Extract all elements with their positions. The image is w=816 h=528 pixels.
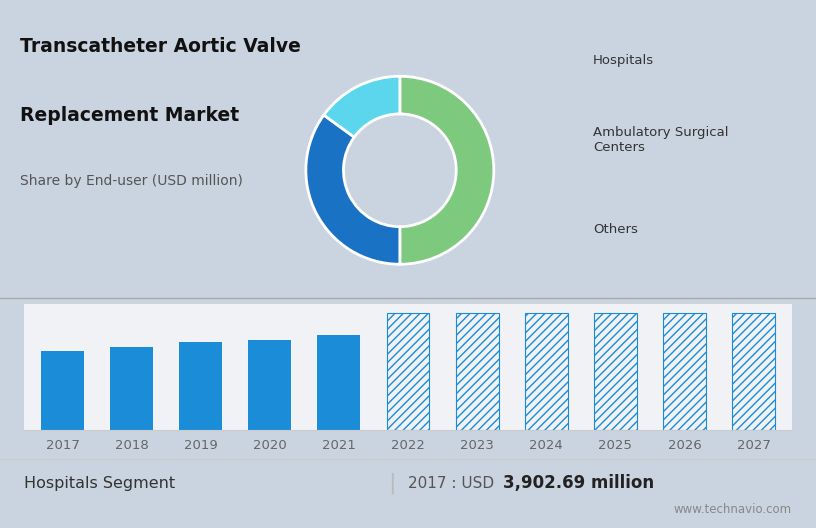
Text: Hospitals: Hospitals xyxy=(593,54,654,67)
Bar xyxy=(663,313,706,430)
Wedge shape xyxy=(306,115,400,264)
Bar xyxy=(317,335,361,430)
Bar xyxy=(594,313,636,430)
Text: |: | xyxy=(388,473,396,494)
Bar xyxy=(110,347,153,430)
Text: Share by End-user (USD million): Share by End-user (USD million) xyxy=(20,174,243,188)
Text: Replacement Market: Replacement Market xyxy=(20,106,240,125)
Text: Ambulatory Surgical
Centers: Ambulatory Surgical Centers xyxy=(593,126,729,154)
Bar xyxy=(387,313,429,430)
Text: www.technavio.com: www.technavio.com xyxy=(673,503,792,516)
Text: 2017 : USD: 2017 : USD xyxy=(408,476,499,491)
Bar xyxy=(455,313,499,430)
Bar xyxy=(41,351,84,430)
Text: Hospitals Segment: Hospitals Segment xyxy=(24,476,175,491)
Text: 3,902.69 million: 3,902.69 million xyxy=(503,474,654,492)
Text: Transcatheter Aortic Valve: Transcatheter Aortic Valve xyxy=(20,37,301,56)
Bar xyxy=(525,313,568,430)
Bar xyxy=(732,313,775,430)
Text: Others: Others xyxy=(593,223,638,236)
Bar xyxy=(248,340,291,430)
Wedge shape xyxy=(324,76,400,137)
Wedge shape xyxy=(400,76,494,264)
Bar xyxy=(180,342,222,430)
